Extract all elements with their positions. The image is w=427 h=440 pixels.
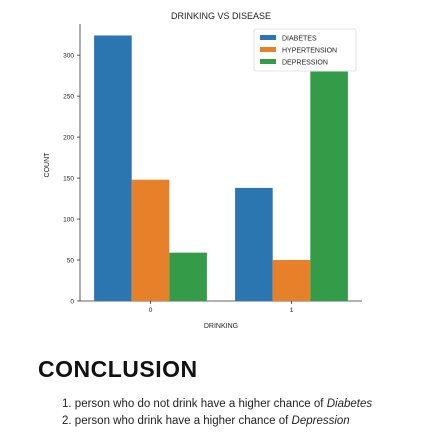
y-axis-label: COUNT — [44, 152, 51, 178]
bar-depression-1 — [310, 72, 348, 301]
conclusion-item-text: person who drink have a higher chance of — [75, 415, 289, 427]
legend-swatch — [260, 35, 276, 40]
conclusion-title: CONCLUSION — [38, 356, 198, 383]
x-tick-label: 1 — [290, 307, 294, 314]
legend-swatch — [260, 47, 276, 52]
bar-hypertension-0 — [132, 180, 170, 301]
y-tick-label: 100 — [63, 217, 74, 224]
legend: DIABETES HYPERTENSION DEPRESSION — [254, 29, 356, 71]
conclusion-item: 2. person who drink have a higher chance… — [62, 413, 372, 430]
x-tick-label: 0 — [149, 307, 153, 314]
y-tick-label: 250 — [63, 94, 74, 101]
bar-diabetes-1 — [235, 188, 273, 301]
conclusion-item-emphasis: Depression — [292, 415, 350, 427]
legend-swatch — [260, 59, 276, 64]
legend-label: DEPRESSION — [282, 60, 328, 67]
y-tick-label: 150 — [63, 176, 74, 183]
conclusion-item: 1. person who do not drink have a higher… — [62, 396, 372, 413]
conclusion-item-emphasis: Diabetes — [327, 398, 372, 410]
conclusion-list: 1. person who do not drink have a higher… — [62, 396, 372, 430]
legend-label: DIABETES — [282, 36, 317, 43]
y-tick-label: 50 — [67, 258, 75, 265]
legend-label: HYPERTENSION — [282, 48, 337, 55]
x-axis-label: DRINKING — [204, 323, 238, 330]
y-tick-label: 0 — [70, 299, 74, 306]
conclusion-item-text: person who do not drink have a higher ch… — [75, 398, 324, 410]
chart-title: DRINKING VS DISEASE — [171, 11, 271, 21]
bar-depression-0 — [169, 253, 207, 301]
bar-diabetes-0 — [94, 35, 132, 301]
bar-hypertension-1 — [273, 260, 311, 301]
conclusion-item-number: 2. — [62, 415, 72, 427]
bar-chart: DRINKING VS DISEASE 0 50 100 150 200 250 300 0 1… — [0, 0, 427, 340]
y-tick-label: 300 — [63, 53, 74, 60]
y-tick-label: 200 — [63, 135, 74, 142]
conclusion-item-number: 1. — [62, 398, 72, 410]
